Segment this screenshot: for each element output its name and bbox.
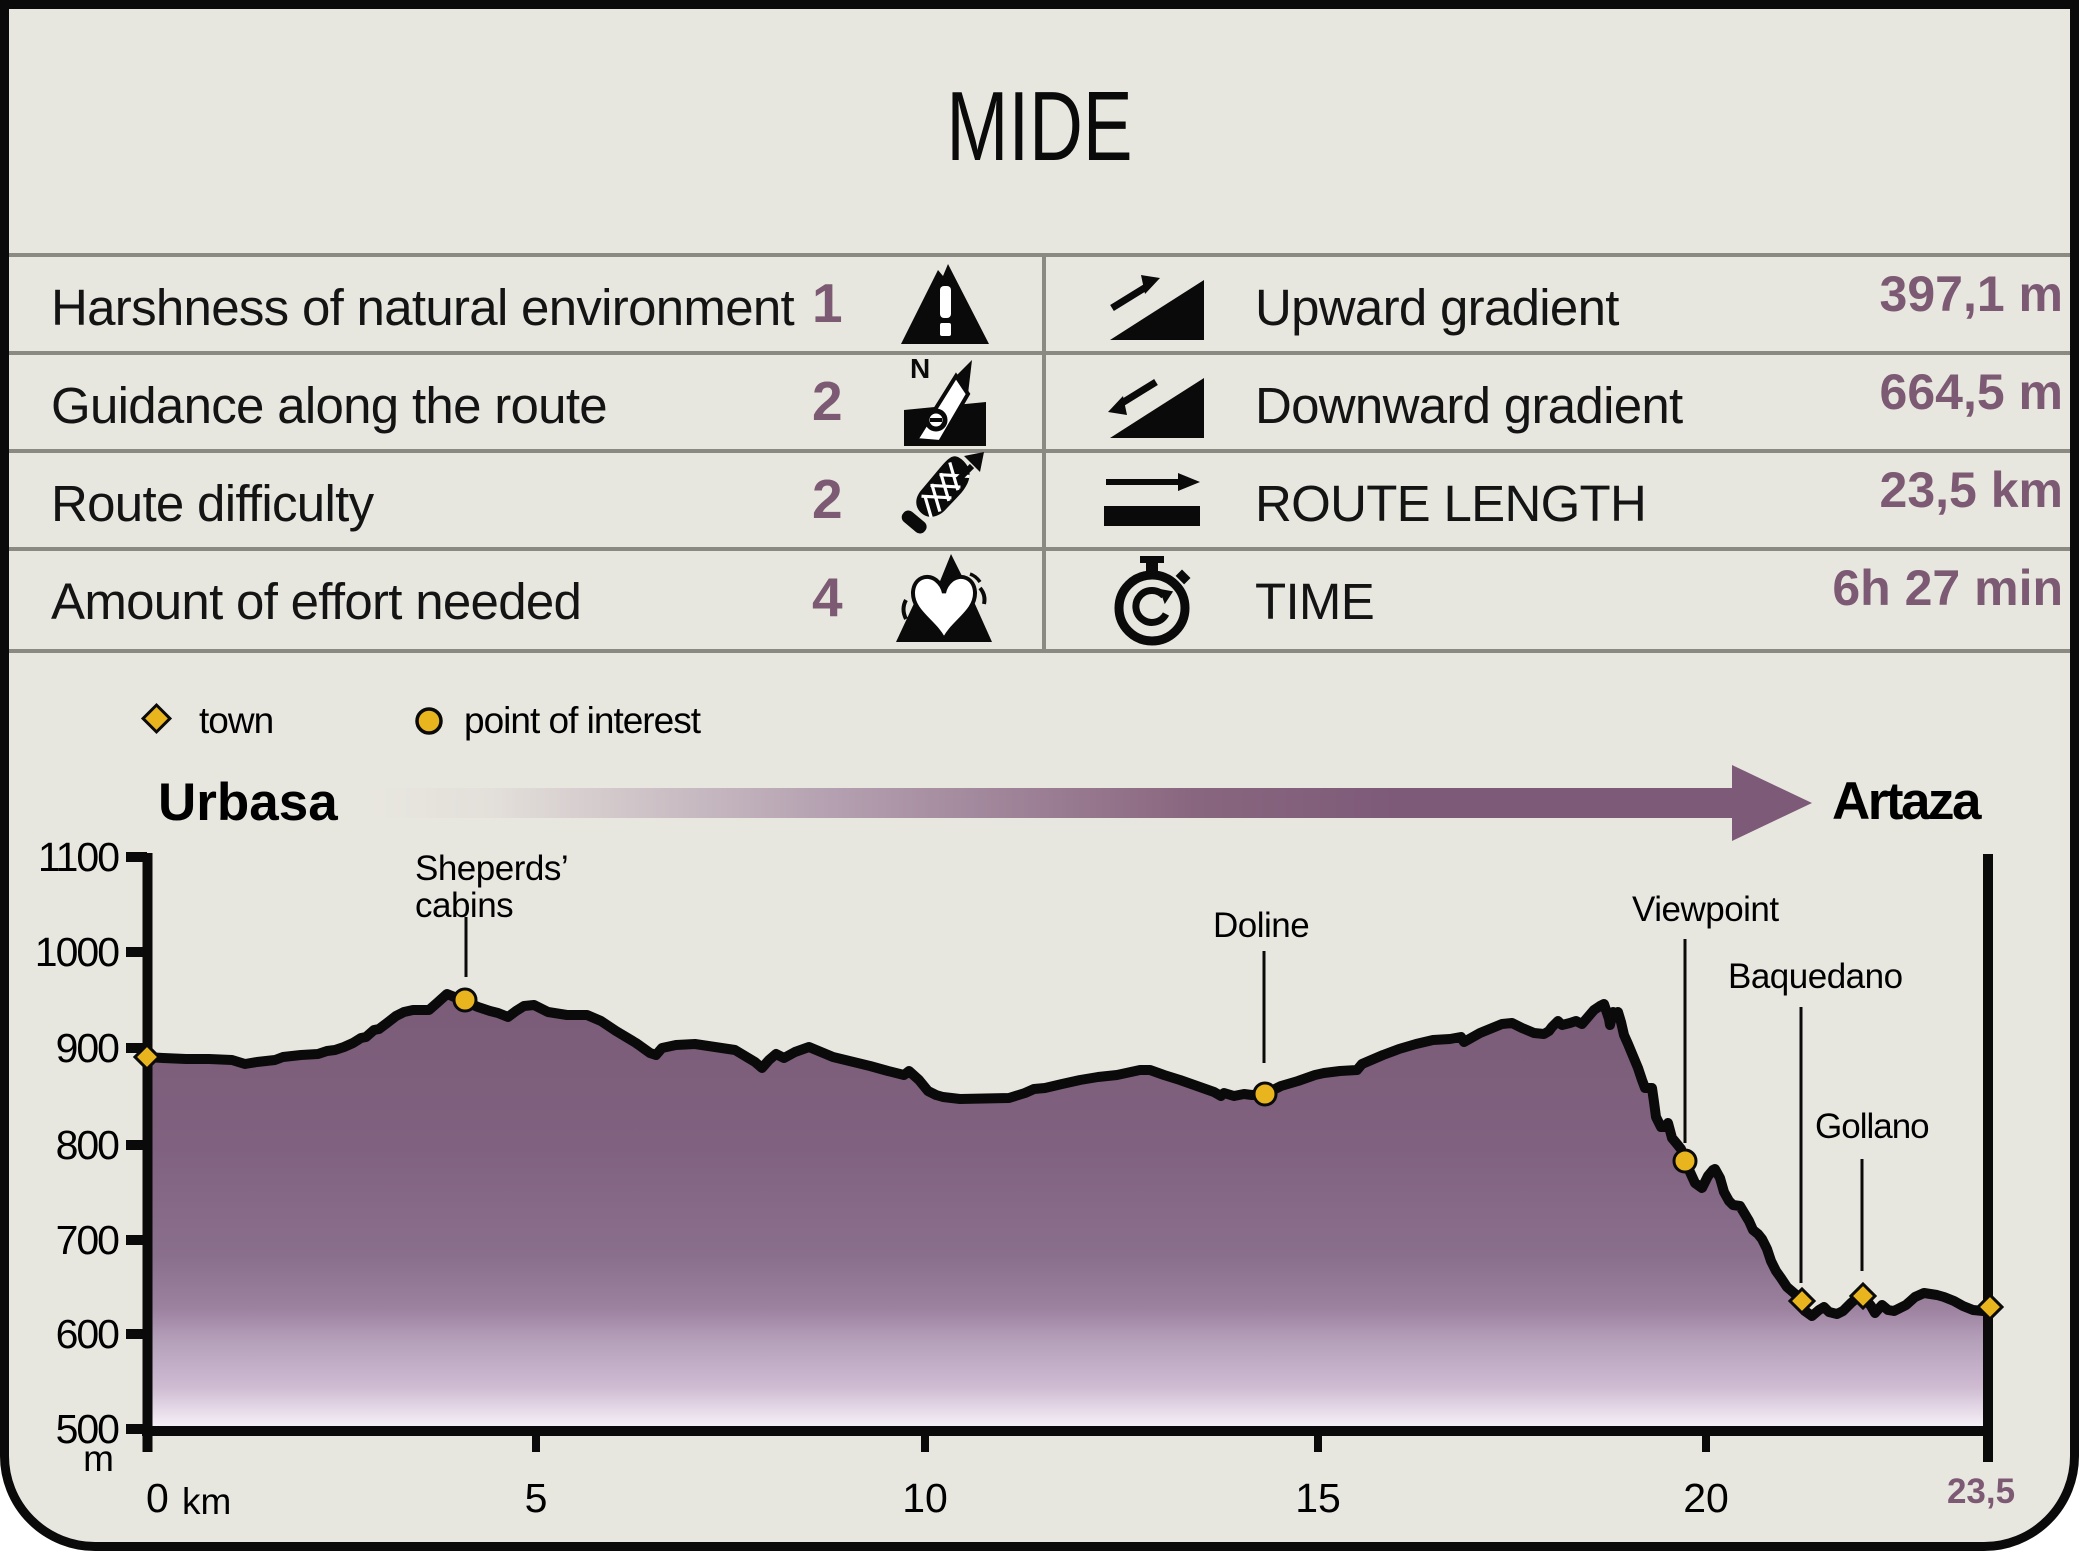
svg-text:23,5: 23,5	[1947, 1472, 2015, 1511]
svg-text:1000: 1000	[35, 929, 119, 975]
svg-text:1100: 1100	[38, 834, 119, 880]
svg-text:10: 10	[902, 1475, 948, 1521]
svg-text:500: 500	[56, 1406, 120, 1452]
svg-text:Baquedano: Baquedano	[1728, 957, 1903, 996]
svg-text:Viewpoint: Viewpoint	[1632, 890, 1779, 929]
svg-text:km: km	[182, 1481, 231, 1522]
svg-text:Sheperds’: Sheperds’	[415, 849, 568, 888]
svg-text:800: 800	[56, 1122, 120, 1168]
svg-text:N: N	[910, 354, 930, 384]
svg-text:town: town	[199, 700, 273, 741]
svg-text:15: 15	[1295, 1475, 1341, 1521]
svg-text:point of interest: point of interest	[464, 700, 702, 741]
svg-text:Gollano: Gollano	[1815, 1107, 1929, 1146]
svg-text:Doline: Doline	[1213, 906, 1309, 945]
svg-text:0: 0	[146, 1475, 169, 1521]
svg-text:cabins: cabins	[415, 886, 513, 925]
svg-text:Artaza: Artaza	[1832, 772, 1982, 831]
svg-text:m: m	[83, 1438, 114, 1479]
svg-text:Urbasa: Urbasa	[158, 773, 338, 832]
svg-text:700: 700	[56, 1217, 120, 1263]
svg-text:20: 20	[1683, 1475, 1729, 1521]
svg-text:900: 900	[56, 1025, 120, 1071]
svg-text:600: 600	[56, 1311, 120, 1357]
svg-text:5: 5	[525, 1475, 548, 1521]
